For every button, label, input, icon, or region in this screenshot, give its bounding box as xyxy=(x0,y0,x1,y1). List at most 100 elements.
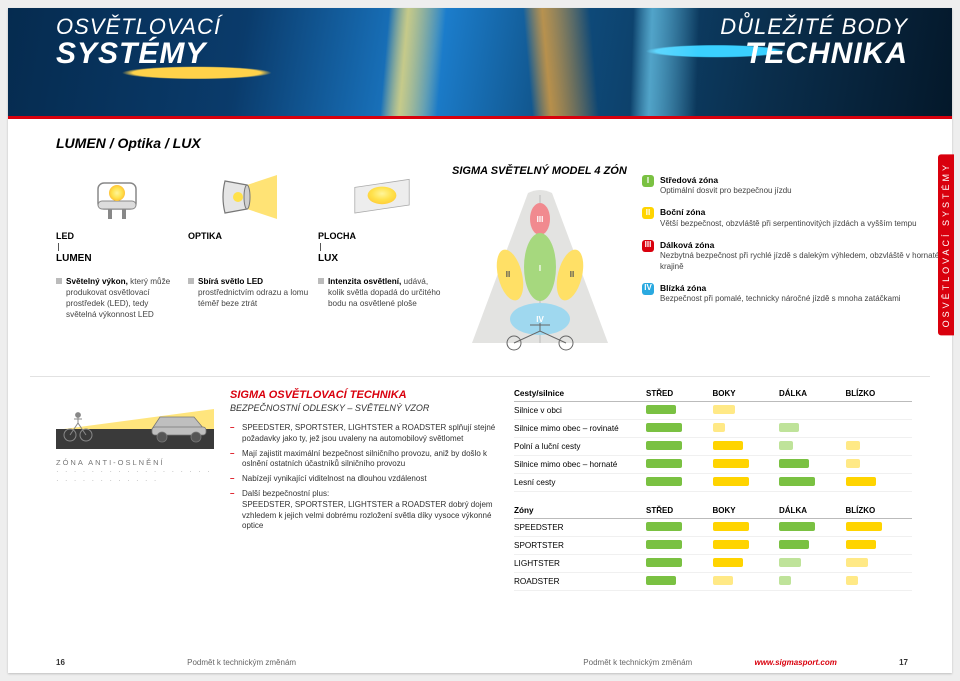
row-cell xyxy=(646,423,713,434)
table-head: ZónySTŘEDBOKYDÁLKABLÍZKO xyxy=(514,506,912,519)
hero-title-right: DŮLEŽITÉ BODY TECHNIKA xyxy=(720,14,908,67)
tech-bullet: –Nabízejí vynikající viditelnost na dlou… xyxy=(230,474,498,485)
level-chip xyxy=(779,522,815,531)
beam-throw-icon xyxy=(56,389,214,449)
tick-icon xyxy=(58,243,59,251)
page-spread: OSVĚTLOVACÍ SYSTÉMY DŮLEŽITÉ BODY TECHNI… xyxy=(8,8,952,673)
optics-bullet-text: prostřednictvím odrazu a lomu téměř beze… xyxy=(198,288,308,308)
row-cell xyxy=(779,477,846,488)
level-chip xyxy=(713,576,733,585)
table-row: Silnice v obci xyxy=(514,402,912,420)
zone-item: I Středová zóna Optimální dosvit pro bez… xyxy=(642,175,940,197)
row-cell xyxy=(713,423,780,434)
area-bullet-strong: Intenzita osvětlení, xyxy=(328,277,401,286)
row-name: Silnice mimo obec – hornaté xyxy=(514,460,646,469)
level-chip xyxy=(779,576,791,585)
anti-glare-label: ZÓNA ANTI-OSLNĚNÍ xyxy=(56,458,220,467)
row-cell xyxy=(646,576,713,587)
zone-desc: Optimální dosvit pro bezpečnou jízdu xyxy=(660,186,792,197)
tech-title: SIGMA OSVĚTLOVACÍ TECHNIKA xyxy=(230,389,498,401)
row-cell xyxy=(846,459,913,470)
row-cell xyxy=(713,576,780,587)
optics-bullet-strong: Sbírá světlo LED xyxy=(198,277,263,286)
side-tab: OSVĚTLOVACÍ SYSTÉMY xyxy=(938,154,954,335)
tech-bullet: –SPEEDSTER, SPORTSTER, LIGHTSTER a ROADS… xyxy=(230,423,498,445)
optics-icon xyxy=(188,165,310,229)
anti-glare-dots: · · · · · · · · · · · · · · · · · · · · … xyxy=(56,467,220,485)
row-cell xyxy=(646,540,713,551)
led-sublabel: LUMEN xyxy=(56,253,178,264)
tech-bullet: –Mají zajistit maximální bezpečnost siln… xyxy=(230,449,498,471)
bullet-square-icon xyxy=(188,278,194,284)
table-head-cell: BLÍZKO xyxy=(846,506,913,515)
row-cell xyxy=(646,477,713,488)
table-row: Polní a luční cesty xyxy=(514,438,912,456)
led-bullet-strong: Světelný výkon, xyxy=(66,277,128,286)
table-head-cell: BOKY xyxy=(713,506,780,515)
row-name: LIGHTSTER xyxy=(514,559,646,568)
area-label: PLOCHA xyxy=(318,231,446,241)
concept-led: LED LUMEN Světelný výkon, který může pro… xyxy=(56,165,178,358)
zones-table: ZónySTŘEDBOKYDÁLKABLÍZKOSPEEDSTERSPORTST… xyxy=(514,506,912,591)
level-chip xyxy=(779,441,793,450)
row-cell xyxy=(846,540,913,551)
row-cell xyxy=(779,423,846,434)
concept-optics: OPTIKA . Sbírá světlo LED prostřednictví… xyxy=(188,165,310,358)
row-cell xyxy=(713,540,780,551)
row-cell xyxy=(846,441,913,452)
level-chip xyxy=(646,423,682,432)
level-chip xyxy=(846,441,860,450)
beam-throw-panel: ZÓNA ANTI-OSLNĚNÍ · · · · · · · · · · · … xyxy=(56,389,220,591)
level-chip xyxy=(713,441,743,450)
level-chip xyxy=(713,558,743,567)
section-subhead: LUMEN / Optika / LUX xyxy=(56,135,952,151)
tech-bullet: –Další bezpečnostní plus:SPEEDSTER, SPOR… xyxy=(230,489,498,532)
level-chip xyxy=(646,477,682,486)
hero-banner: OSVĚTLOVACÍ SYSTÉMY DŮLEŽITÉ BODY TECHNI… xyxy=(8,8,952,116)
level-chip xyxy=(713,459,749,468)
area-sublabel: LUX xyxy=(318,253,446,264)
concept-area: PLOCHA LUX Intenzita osvětlení, udává, k… xyxy=(318,165,446,358)
row-cell xyxy=(779,558,846,569)
zone-pill-icon: III xyxy=(642,240,654,252)
level-chip xyxy=(779,477,815,486)
optics-label: OPTIKA xyxy=(188,231,310,241)
row-cell xyxy=(646,522,713,533)
level-chip xyxy=(779,459,809,468)
zone-model-heading: SIGMA SVĚTELNÝ MODEL 4 ZÓN xyxy=(452,165,632,177)
level-chip xyxy=(846,558,868,567)
zone-item: II Boční zóna Větší bezpečnost, obzvlášt… xyxy=(642,207,940,229)
table-row: Silnice mimo obec – hornaté xyxy=(514,456,912,474)
row-cell xyxy=(713,477,780,488)
level-chip xyxy=(646,558,682,567)
row-cell xyxy=(713,405,780,416)
level-chip xyxy=(846,459,860,468)
level-chip xyxy=(646,522,682,531)
row-cell xyxy=(646,558,713,569)
row-cell xyxy=(713,522,780,533)
table-row: SPEEDSTER xyxy=(514,519,912,537)
level-chip xyxy=(779,558,801,567)
level-chip xyxy=(713,477,749,486)
row-cell xyxy=(846,558,913,569)
table-row: Silnice mimo obec – rovinaté xyxy=(514,420,912,438)
table-head-cell: STŘED xyxy=(646,506,713,515)
table-head-cell: STŘED xyxy=(646,389,713,398)
footer-disclaimer-right: Podmět k technickým změnám xyxy=(583,658,692,667)
tables-panel: Cesty/silniceSTŘEDBOKYDÁLKABLÍZKOSilnice… xyxy=(514,389,952,591)
zone-pill-icon: IV xyxy=(642,283,654,295)
level-chip xyxy=(713,405,735,414)
row-name: Lesní cesty xyxy=(514,478,646,487)
level-chip xyxy=(713,540,749,549)
hero-red-accent xyxy=(8,116,952,119)
zone-name: Boční zóna xyxy=(660,207,917,218)
row-name: SPEEDSTER xyxy=(514,523,646,532)
svg-text:I: I xyxy=(539,264,541,273)
divider xyxy=(30,376,930,377)
level-chip xyxy=(779,540,809,549)
zone-desc: Větší bezpečnost, obzvláště při serpenti… xyxy=(660,219,917,230)
tech-subtitle: BEZPEČNOSTNÍ ODLESKY – SVĚTELNÝ VZOR xyxy=(230,403,498,413)
zone-pill-icon: II xyxy=(642,207,654,219)
footer-disclaimer-left: Podmět k technickým změnám xyxy=(187,658,296,667)
led-label: LED xyxy=(56,231,178,241)
